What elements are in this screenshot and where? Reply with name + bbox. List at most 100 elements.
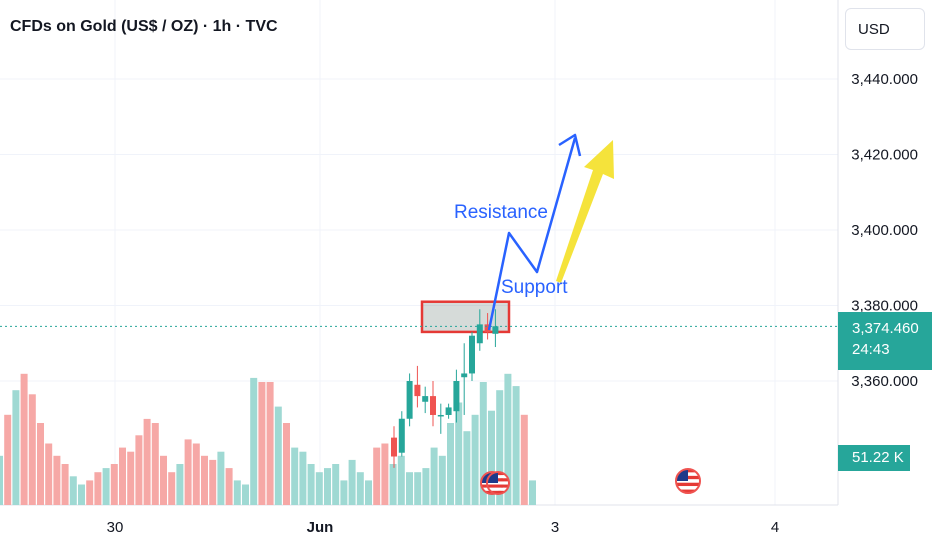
y-tick-label: 3,380.000 [851, 298, 918, 315]
y-tick-label: 3,440.000 [851, 71, 918, 88]
volume-bar [20, 373, 28, 505]
flag-stripe [676, 482, 700, 487]
volume-bar [438, 455, 446, 505]
volume-bar [299, 451, 307, 505]
volume-bar [45, 443, 53, 505]
volume-bar [242, 484, 249, 505]
forecast-arrow [556, 140, 614, 283]
volume-bar [69, 476, 77, 505]
candle-body [391, 437, 397, 457]
volume-bars [0, 373, 536, 505]
volume-bar [61, 464, 69, 505]
candle-body [430, 396, 436, 415]
volume-bar [37, 423, 44, 505]
volume-bar [151, 423, 159, 505]
volume-bar [348, 459, 356, 505]
volume-bar [389, 464, 397, 505]
candle-body [453, 381, 460, 412]
candle-body [437, 414, 444, 417]
us-flag-event-icon [486, 471, 510, 495]
us-flag-event-icon [675, 468, 701, 494]
volume-bar [340, 480, 348, 505]
volume-value-label: 51.22 K [838, 445, 910, 471]
flag-stripes [487, 472, 509, 494]
candle-body [469, 335, 475, 374]
volume-bar [28, 394, 36, 505]
volume-bar [422, 468, 430, 505]
volume-bar [225, 468, 233, 505]
volume-bar [201, 455, 208, 505]
candle-body [414, 384, 421, 397]
volume-bar [127, 451, 135, 505]
current-price-value: 3,374.460 [852, 320, 919, 338]
y-tick-label: 3,360.000 [851, 373, 918, 390]
volume-bar [406, 472, 413, 505]
volume-bar [12, 390, 20, 505]
volume-bar [209, 459, 217, 505]
volume-bar [217, 451, 225, 505]
volume-bar [266, 382, 274, 505]
x-tick-label: 3 [551, 519, 559, 536]
volume-bar [488, 410, 495, 505]
volume-bar [463, 431, 471, 505]
chart-title: CFDs on Gold (US$ / OZ) · 1h · TVC [10, 18, 278, 35]
volume-bar [365, 480, 372, 505]
flag-stripe [676, 486, 700, 490]
volume-bar [86, 480, 94, 505]
volume-bar [258, 382, 266, 505]
volume-bar [135, 435, 143, 505]
volume-bar [529, 480, 536, 505]
volume-bar [455, 402, 463, 505]
volume-bar [102, 468, 110, 505]
flag-canton [481, 472, 492, 483]
volume-bar [78, 484, 85, 505]
volume-bar [160, 455, 167, 505]
flag-stripe [676, 489, 700, 493]
current-price-label: 3,374.460 24:43 [838, 312, 932, 371]
volume-bar [356, 472, 364, 505]
x-tick-label: Jun [307, 519, 334, 536]
flag-canton [487, 472, 498, 483]
candle-body [461, 373, 468, 378]
volume-bar [119, 447, 126, 505]
volume-bar [53, 455, 61, 505]
bar-countdown: 24:43 [852, 341, 890, 359]
resistance-label: Resistance [454, 202, 548, 223]
flag-stripe [487, 490, 509, 494]
trend-path-arrow [487, 137, 577, 331]
candle-body [492, 326, 499, 334]
volume-bar [4, 414, 12, 505]
volume-bar [512, 386, 520, 505]
volume-bar [233, 480, 241, 505]
volume-bar [184, 439, 192, 505]
volume-bar [324, 468, 331, 505]
currency-button[interactable]: USD [845, 8, 925, 50]
candle-body [398, 418, 405, 453]
volume-bar [283, 423, 290, 505]
candle-body [484, 324, 491, 332]
flag-ring [486, 471, 510, 495]
candles [391, 309, 499, 468]
volume-bar [447, 423, 454, 505]
volume-bar [332, 464, 340, 505]
volume-bar [479, 382, 487, 505]
volume-bar [94, 472, 102, 505]
volume-bar [250, 377, 258, 505]
volume-bar [307, 464, 315, 505]
volume-bar [315, 472, 323, 505]
support-label: Support [501, 277, 568, 298]
y-tick-label: 3,400.000 [851, 222, 918, 239]
x-tick-label: 4 [771, 519, 779, 536]
volume-bar [143, 418, 151, 505]
volume-bar [274, 406, 282, 505]
candle-body [422, 396, 429, 402]
volume-bar [471, 414, 479, 505]
volume-bar [168, 472, 176, 505]
volume-bar [504, 373, 512, 505]
volume-bar [192, 443, 200, 505]
volume-bar [430, 447, 438, 505]
flag-stripe [487, 484, 509, 488]
flag-stripe [487, 487, 509, 491]
volume-bar [520, 414, 528, 505]
